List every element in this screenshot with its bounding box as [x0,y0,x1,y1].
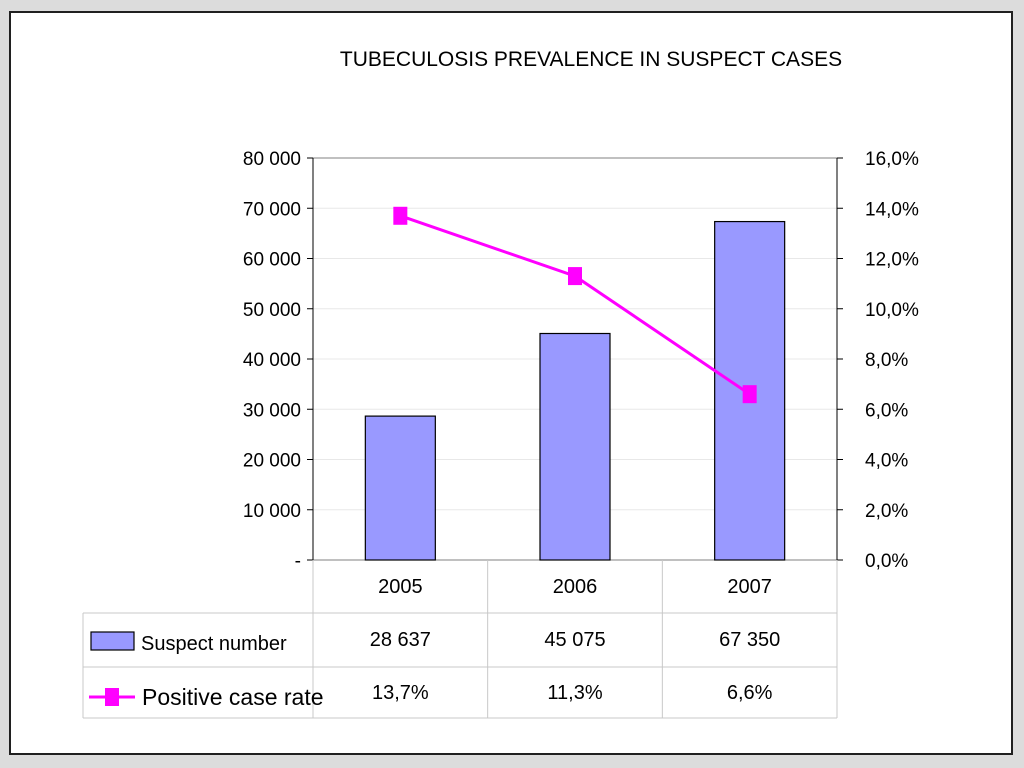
x-tick-label: 2005 [378,576,423,598]
y-left-tick-label: 10 000 [243,501,301,522]
y-right-tick-label: 4,0% [865,451,908,472]
y-left-tick-label: 40 000 [243,350,301,371]
y-right-tick-label: 2,0% [865,501,908,522]
y-left-tick-label: 80 000 [243,149,301,170]
table-cell-suspect: 28 637 [370,629,431,651]
chart-title: TUBECULOSIS PREVALENCE IN SUSPECT CASES [340,48,842,71]
y-left-tick-label: 70 000 [243,199,301,220]
rate-marker [742,385,757,404]
x-tick-label: 2007 [727,576,772,598]
rate-marker [393,206,408,225]
y-left-tick-label: 20 000 [243,451,301,472]
table-cell-rate: 6,6% [727,682,773,704]
table-cell-suspect: 67 350 [719,629,780,651]
chart: TUBECULOSIS PREVALENCE IN SUSPECT CASES -… [82,48,919,719]
x-tick-label: 2006 [553,576,598,598]
y-right-tick-label: 8,0% [865,350,908,371]
slide-panel: TUBECULOSIS PREVALENCE IN SUSPECT CASES -… [9,11,1013,755]
y-left-tick-label: 50 000 [243,300,301,321]
table-cell-suspect: 45 075 [544,629,605,651]
bar [364,415,436,561]
legend-swatch-bar [90,631,135,651]
bar [539,332,611,561]
y-right-tick-label: 6,0% [865,400,908,421]
y-left-tick-label: 60 000 [243,250,301,271]
y-right-tick-label: 10,0% [865,300,919,321]
y-right-tick-label: 12,0% [865,250,919,271]
legend-swatch-marker [105,688,119,706]
y-right-tick-label: 16,0% [865,149,919,170]
y-right-tick-label: 14,0% [865,199,919,220]
y-left-tick-label: - [295,551,301,572]
rate-marker [568,267,582,286]
table-cell-rate: 11,3% [547,682,602,704]
y-left-tick-label: 30 000 [243,400,301,421]
legend-label-line: Positive case rate [142,684,324,710]
y-right-tick-label: 0,0% [865,551,908,572]
table-cell-rate: 13,7% [372,682,429,704]
legend-label-bar: Suspect number [141,633,287,655]
